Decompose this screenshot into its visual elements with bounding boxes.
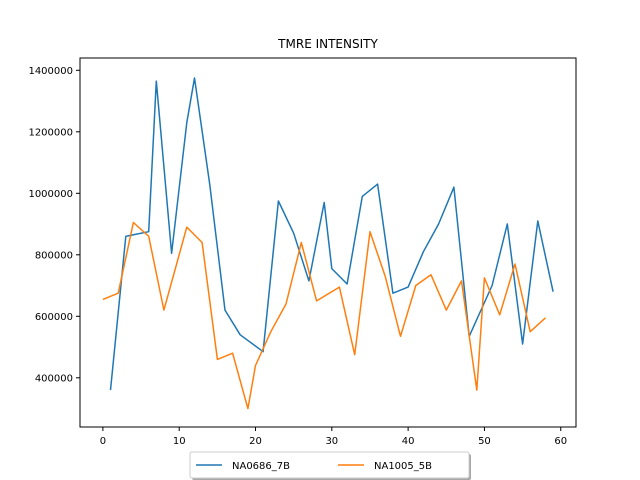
- y-tick-label: 1200000: [28, 127, 73, 138]
- y-tick-label: 1000000: [28, 189, 73, 200]
- x-tick-label: 0: [100, 436, 106, 447]
- y-tick-label: 800000: [35, 250, 73, 261]
- plot-area: [79, 57, 577, 428]
- y-tick-label: 600000: [35, 312, 73, 323]
- x-tick-label: 10: [173, 436, 186, 447]
- x-tick-label: 30: [325, 436, 338, 447]
- y-tick-label: 400000: [35, 373, 73, 384]
- x-tick-label: 60: [554, 436, 567, 447]
- x-tick-label: 20: [249, 436, 262, 447]
- x-tick-label: 40: [402, 436, 415, 447]
- chart-title: TMRE INTENSITY: [277, 37, 378, 51]
- series-layer: [102, 77, 554, 410]
- x-axis: 0 10 20 30 40 50 60: [100, 427, 567, 447]
- legend-box: [189, 451, 470, 479]
- series-line-0: [109, 77, 554, 391]
- plot-frame: [79, 57, 577, 428]
- y-tick-label: 1400000: [28, 66, 73, 77]
- legend-label-0: NA0686_7B: [232, 461, 290, 472]
- x-tick-label: 50: [478, 436, 491, 447]
- series-line-1: [102, 221, 547, 410]
- y-axis: 400000 600000 800000 1000000 1200000 1400000: [28, 66, 80, 384]
- legend: NA0686_7B NA1005_5B: [189, 451, 471, 480]
- legend-label-1: NA1005_5B: [374, 461, 432, 472]
